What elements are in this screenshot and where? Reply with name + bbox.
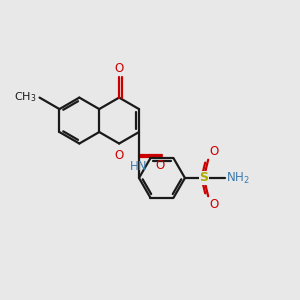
Text: O: O <box>156 158 165 172</box>
Text: CH$_3$: CH$_3$ <box>14 91 36 104</box>
Text: S: S <box>199 172 208 184</box>
Text: NH$_2$: NH$_2$ <box>226 170 250 185</box>
Text: O: O <box>210 198 219 211</box>
Text: O: O <box>115 62 124 75</box>
Text: HN: HN <box>130 160 148 173</box>
Text: O: O <box>115 149 124 162</box>
Text: O: O <box>210 145 219 158</box>
